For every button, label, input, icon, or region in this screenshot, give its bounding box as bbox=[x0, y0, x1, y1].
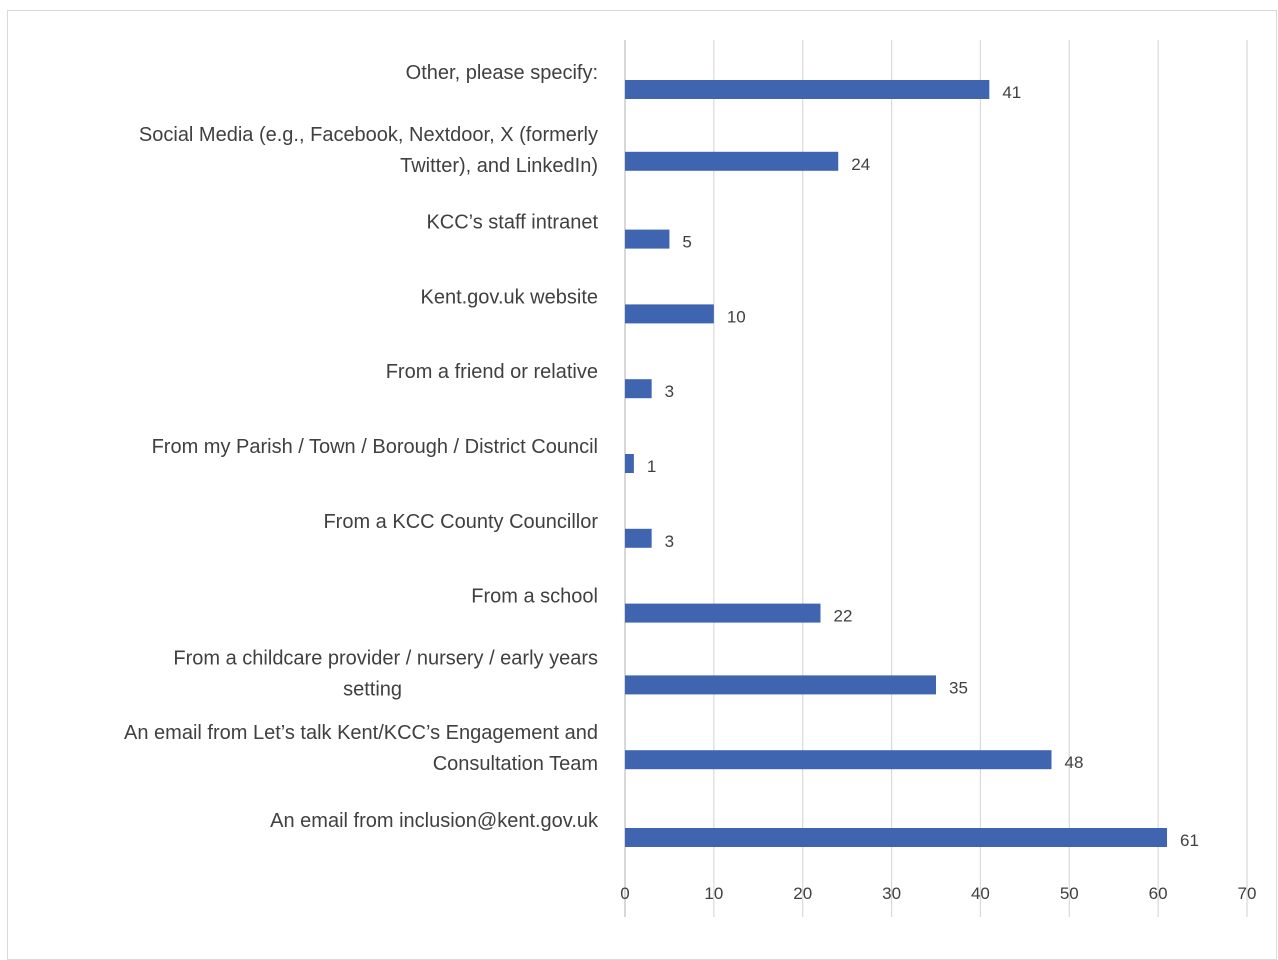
x-tick-label: 60 bbox=[1149, 884, 1168, 903]
category-label: An email from Let’s talk Kent/KCC’s Enga… bbox=[124, 722, 598, 775]
data-label: 61 bbox=[1180, 831, 1199, 850]
data-label: 24 bbox=[851, 155, 870, 174]
x-tick-label: 70 bbox=[1238, 884, 1257, 903]
data-label: 22 bbox=[833, 607, 852, 626]
chart-container: Other, please specify: Social Media (e.g.… bbox=[7, 10, 1277, 960]
data-label: 35 bbox=[949, 678, 968, 697]
category-label: From a school bbox=[471, 586, 598, 608]
bar bbox=[625, 304, 714, 324]
bar-chart: Other, please specify: Social Media (e.g.… bbox=[124, 40, 1256, 917]
category-label-line: From a childcare provider / nursery / ea… bbox=[173, 647, 598, 669]
category-label: An email from inclusion@kent.gov.uk bbox=[270, 810, 599, 832]
category-label: From a friend or relative bbox=[386, 361, 598, 383]
category-label-line: setting bbox=[343, 678, 402, 700]
data-label: 41 bbox=[1002, 83, 1021, 102]
bar bbox=[625, 603, 821, 623]
x-tick-label: 50 bbox=[1060, 884, 1079, 903]
data-label: 10 bbox=[727, 307, 746, 326]
data-label: 5 bbox=[682, 233, 691, 252]
category-label: Kent.gov.uk website bbox=[420, 286, 598, 308]
category-label-line: From a friend or relative bbox=[386, 361, 598, 383]
category-label-line: From my Parish / Town / Borough / Distri… bbox=[152, 436, 598, 458]
gridlines bbox=[624, 40, 1248, 917]
bar bbox=[625, 750, 1052, 770]
category-label-line: Twitter), and LinkedIn) bbox=[400, 155, 598, 177]
category-label-line: Other, please specify: bbox=[406, 62, 598, 84]
category-label-line: Kent.gov.uk website bbox=[420, 286, 598, 308]
bar bbox=[625, 828, 1168, 847]
bar bbox=[625, 379, 652, 399]
x-tick-label: 0 bbox=[620, 884, 629, 903]
category-label-line: From a KCC County Councillor bbox=[323, 511, 598, 533]
bar bbox=[625, 229, 670, 249]
x-tick-label: 30 bbox=[882, 884, 901, 903]
category-label-line: An email from inclusion@kent.gov.uk bbox=[270, 810, 599, 832]
bar bbox=[625, 80, 990, 99]
data-labels: 41 24 5 10 3 1 3 22 35 48 61 bbox=[647, 83, 1199, 850]
category-label-line: KCC’s staff intranet bbox=[426, 212, 598, 234]
bar bbox=[625, 151, 839, 171]
data-label: 1 bbox=[647, 457, 656, 476]
category-label: Other, please specify: bbox=[406, 62, 598, 84]
bar bbox=[625, 454, 634, 473]
category-label-line: Consultation Team bbox=[433, 753, 598, 775]
category-label-line: From a school bbox=[471, 586, 598, 608]
x-tick-label: 20 bbox=[793, 884, 812, 903]
category-label: From a KCC County Councillor bbox=[323, 511, 598, 533]
x-tick-label: 40 bbox=[971, 884, 990, 903]
category-label: Social Media (e.g., Facebook, Nextdoor, … bbox=[139, 124, 598, 177]
category-label: KCC’s staff intranet bbox=[426, 212, 598, 234]
category-label: From my Parish / Town / Borough / Distri… bbox=[152, 436, 598, 458]
data-label: 48 bbox=[1065, 753, 1084, 772]
bars bbox=[625, 80, 1168, 847]
x-axis-ticks: 0 10 20 30 40 50 60 70 bbox=[620, 884, 1256, 903]
data-label: 3 bbox=[665, 382, 674, 401]
bar bbox=[625, 675, 936, 695]
data-label: 3 bbox=[665, 532, 674, 551]
x-tick-label: 10 bbox=[704, 884, 723, 903]
category-label-line: An email from Let’s talk Kent/KCC’s Enga… bbox=[124, 722, 598, 744]
category-labels: Other, please specify: Social Media (e.g.… bbox=[124, 62, 599, 832]
bar bbox=[625, 528, 652, 548]
category-label-line: Social Media (e.g., Facebook, Nextdoor, … bbox=[139, 124, 598, 146]
category-label: From a childcare provider / nursery / ea… bbox=[173, 647, 598, 700]
